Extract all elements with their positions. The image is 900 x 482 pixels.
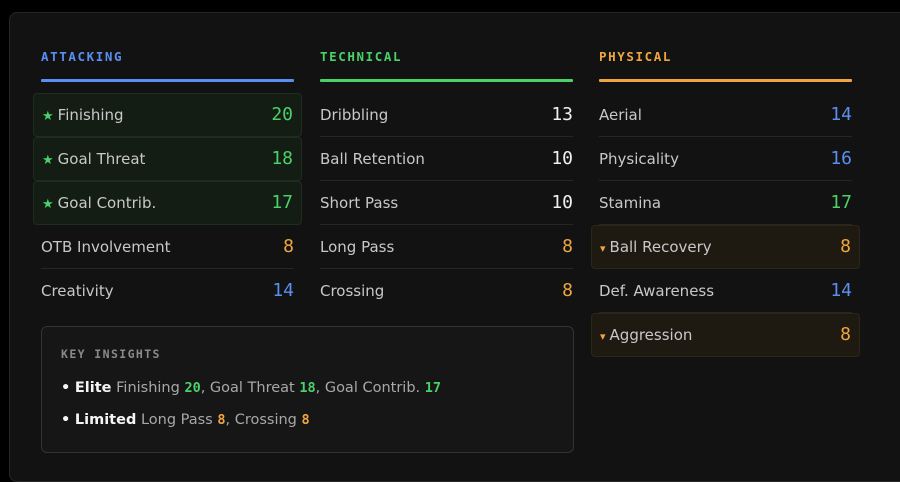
- attribute-label: Short Pass: [320, 194, 399, 212]
- attribute-label: Def. Awareness: [599, 282, 715, 300]
- attribute-row-short-pass: Short Pass 10: [320, 181, 573, 225]
- attribute-label: Aggression: [609, 326, 693, 344]
- down-triangle-icon: ▾: [600, 330, 606, 343]
- attribute-row-ball-recovery: ▾ Ball Recovery 8: [591, 225, 860, 269]
- attribute-row-aerial: Aerial 14: [599, 93, 852, 137]
- attribute-label: OTB Involvement: [41, 238, 171, 256]
- player-attributes-panel: ATTACKING ★ Finishing 20 ★ Goal Threat 18 …: [9, 12, 900, 482]
- attribute-label: Goal Contrib.: [57, 194, 157, 212]
- attribute-label: Long Pass: [320, 238, 395, 256]
- attribute-label: Dribbling: [320, 106, 389, 124]
- insight-elite: • Elite Finishing 20, Goal Threat 18, Go…: [61, 380, 442, 396]
- attribute-row-otb-involvement: OTB Involvement 8: [41, 225, 294, 269]
- star-icon: ★: [42, 197, 54, 212]
- attribute-value: 20: [271, 104, 293, 125]
- key-insights-title: KEY INSIGHTS: [61, 347, 161, 361]
- star-icon: ★: [42, 153, 54, 168]
- attribute-value: 16: [830, 148, 852, 169]
- insight-item: Goal Contrib.: [324, 380, 421, 396]
- bullet: •: [61, 412, 71, 428]
- attribute-row-goal-contrib: ★ Goal Contrib. 17: [33, 181, 302, 225]
- attribute-label: Ball Retention: [320, 150, 425, 168]
- insight-value: 20: [184, 380, 201, 396]
- physical-heading: PHYSICAL: [599, 49, 673, 64]
- attribute-row-long-pass: Long Pass 8: [320, 225, 573, 269]
- attribute-label: Finishing: [57, 106, 124, 124]
- insight-value: 8: [301, 412, 310, 428]
- attribute-value: 14: [272, 280, 294, 301]
- attribute-value: 18: [271, 148, 293, 169]
- attribute-value: 17: [271, 192, 293, 213]
- key-insights-box: KEY INSIGHTS • Elite Finishing 20, Goal …: [41, 326, 574, 453]
- attribute-label: Aerial: [599, 106, 642, 124]
- attribute-value: 8: [562, 236, 573, 257]
- attribute-value: 8: [283, 236, 294, 257]
- star-icon: ★: [42, 109, 54, 124]
- attribute-row-stamina: Stamina 17: [599, 181, 852, 225]
- attribute-row-aggression: ▾ Aggression 8: [591, 313, 860, 357]
- attribute-row-ball-retention: Ball Retention 10: [320, 137, 573, 181]
- insight-value: 18: [299, 380, 316, 396]
- attacking-heading: ATTACKING: [41, 49, 124, 64]
- attribute-row-creativity: Creativity 14: [41, 269, 294, 313]
- attribute-row-dribbling: Dribbling 13: [320, 93, 573, 137]
- insight-value: 17: [424, 380, 442, 396]
- insight-item: Finishing: [116, 380, 180, 396]
- attacking-underline: [41, 79, 294, 82]
- attribute-row-physicality: Physicality 16: [599, 137, 852, 181]
- bullet: •: [61, 380, 71, 396]
- down-triangle-icon: ▾: [600, 242, 606, 255]
- attribute-label: Physicality: [599, 150, 679, 168]
- physical-underline: [599, 79, 852, 82]
- attribute-label: Creativity: [41, 282, 114, 300]
- insight-limited: • Limited Long Pass 8, Crossing 8: [61, 412, 310, 428]
- attribute-value: 14: [830, 280, 852, 301]
- attribute-label: Stamina: [599, 194, 662, 212]
- attribute-row-goal-threat: ★ Goal Threat 18: [33, 137, 302, 181]
- attribute-value: 10: [551, 192, 573, 213]
- insight-elite-label: Elite: [74, 380, 112, 396]
- attribute-value: 17: [830, 192, 852, 213]
- technical-heading: TECHNICAL: [320, 49, 403, 64]
- attribute-value: 10: [551, 148, 573, 169]
- attribute-label: Crossing: [320, 282, 385, 300]
- technical-underline: [320, 79, 573, 82]
- insight-item: Goal Threat: [209, 380, 295, 396]
- attribute-value: 8: [562, 280, 573, 301]
- insight-limited-label: Limited: [74, 412, 137, 428]
- attribute-row-finishing: ★ Finishing 20: [33, 93, 302, 137]
- attribute-value: 14: [830, 104, 852, 125]
- attribute-row-crossing: Crossing 8: [320, 269, 573, 313]
- insight-item: Crossing: [234, 412, 297, 428]
- attribute-value: 13: [551, 104, 573, 125]
- attribute-value: 8: [840, 236, 851, 257]
- attribute-label: Ball Recovery: [609, 238, 712, 256]
- attribute-label: Goal Threat: [57, 150, 146, 168]
- insight-value: 8: [217, 412, 226, 428]
- attribute-value: 8: [840, 324, 851, 345]
- insight-item: Long Pass: [140, 412, 213, 428]
- attribute-row-def-awareness: Def. Awareness 14: [599, 269, 852, 313]
